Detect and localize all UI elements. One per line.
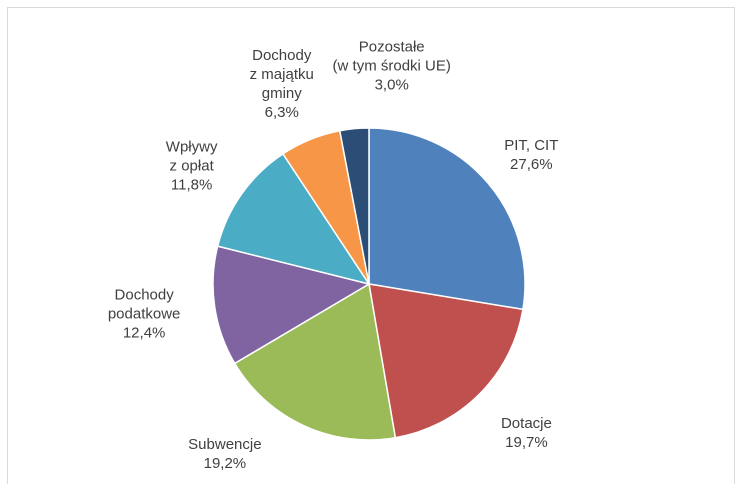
pie-slice: [368, 283, 524, 439]
value-label: 11,8%: [170, 176, 213, 194]
pie-slice: [338, 127, 370, 285]
category-label: Dochody z majątku gminy: [249, 47, 314, 103]
value-label: 12,4%: [122, 324, 166, 342]
slice-label: Pozostałe (w tym środki UE) 3,0%: [333, 37, 451, 94]
slice-label: Dochody z majątku gminy 6,3%: [250, 46, 314, 122]
pie-slice: [368, 127, 526, 311]
slice-label: Wpływy z opłat 11,8%: [166, 137, 218, 194]
slice-label: Dotacje 19,7%: [501, 414, 552, 452]
category-label: Subwencje: [188, 436, 262, 454]
pie-slice: [216, 152, 371, 286]
value-label: 27,6%: [510, 156, 553, 174]
value-label: 19,7%: [505, 433, 548, 451]
value-label: 3,0%: [374, 76, 409, 94]
slice-label: Dochody podatkowe 12,4%: [108, 285, 181, 342]
category-label: Dotacje: [500, 414, 552, 432]
pie-slice: [233, 282, 397, 441]
category-label: Dochody podatkowe: [107, 286, 181, 323]
value-label: 19,2%: [203, 455, 247, 473]
pie-slice: [212, 245, 371, 365]
slice-label: PIT, CIT 27,6%: [504, 136, 558, 174]
category-label: PIT, CIT: [504, 137, 559, 155]
category-label: Pozostałe (w tym środki UE): [332, 38, 451, 75]
slice-label: Subwencje 19,2%: [188, 435, 261, 473]
value-label: 6,3%: [264, 104, 299, 122]
category-label: Wpływy z opłat: [165, 138, 218, 175]
